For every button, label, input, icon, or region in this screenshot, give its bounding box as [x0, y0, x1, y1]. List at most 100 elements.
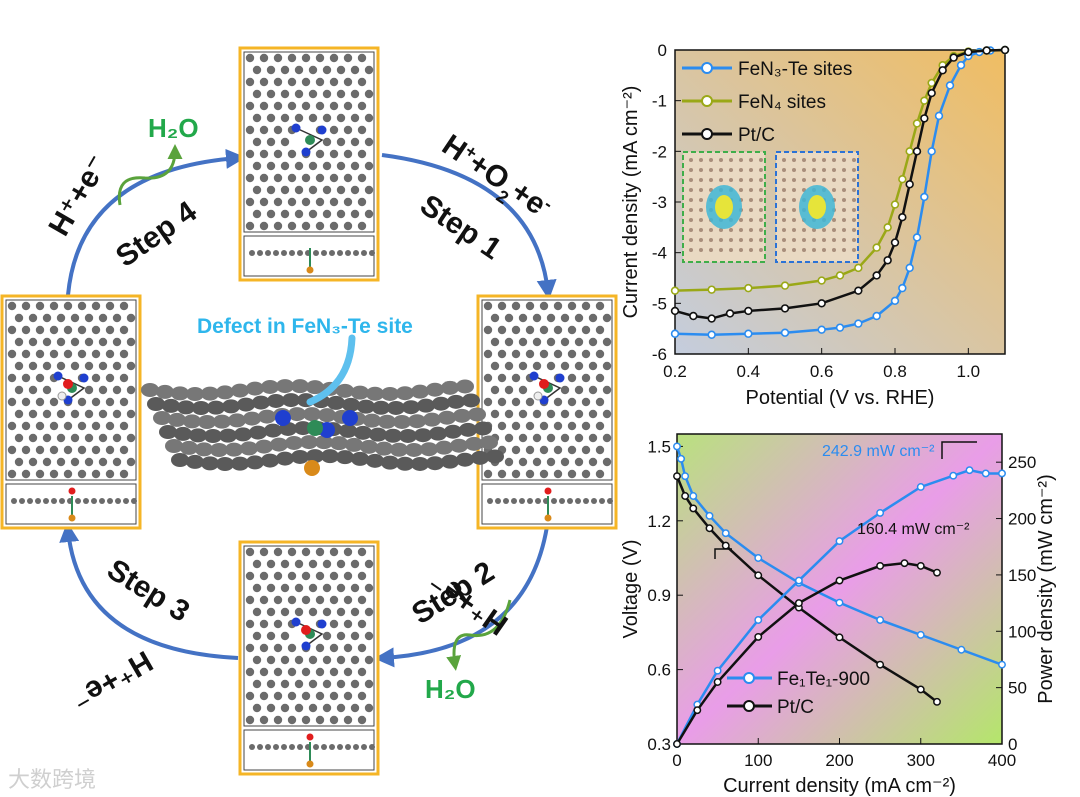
inset-lattice-dot [802, 228, 806, 232]
nitrogen-atom [301, 147, 311, 157]
carbon-atom [294, 185, 304, 195]
carbon-sphere [267, 393, 285, 408]
carbon-atom [315, 101, 325, 111]
data-point [1000, 45, 1010, 55]
data-point [933, 697, 941, 706]
carbon-atom [581, 325, 591, 335]
carbon-atom [308, 703, 318, 713]
carbon-atom [266, 583, 276, 593]
carbon-atom [336, 583, 346, 593]
carbon-atom [259, 53, 269, 63]
carbon-atom [525, 397, 535, 407]
data-point [998, 660, 1006, 669]
carbon-atom [259, 619, 269, 629]
carbon-atom [21, 421, 31, 431]
carbon-atom [56, 337, 66, 347]
data-point [817, 276, 826, 285]
tellurium-atom [306, 760, 314, 768]
data-point [927, 147, 936, 156]
inset-lattice-dot [759, 248, 763, 252]
inset-lattice-dot [822, 168, 826, 172]
carbon-sphere [288, 407, 306, 422]
carbon-sphere [321, 449, 339, 464]
carbon-atom [588, 361, 598, 371]
carbon-atom-side [527, 498, 533, 504]
carbon-atom [350, 209, 360, 219]
carbon-atom [273, 125, 283, 135]
inset-lattice-dot [822, 178, 826, 182]
carbon-atom-side [591, 498, 597, 504]
data-point [673, 442, 681, 451]
carbon-atom [357, 715, 367, 725]
inset-lattice-dot [842, 238, 846, 242]
data-point [754, 571, 763, 580]
carbon-atom [252, 607, 262, 617]
carbon-atom [497, 469, 507, 479]
carbon-sphere [393, 414, 411, 429]
carbon-sphere [186, 454, 204, 469]
carbon-atom [490, 361, 500, 371]
carbon-atom [357, 667, 367, 677]
carbon-atom [42, 457, 52, 467]
data-point [689, 311, 698, 321]
carbon-atom [280, 583, 290, 593]
carbon-atom [294, 655, 304, 665]
data-point [916, 685, 925, 694]
carbon-atom [329, 125, 339, 135]
defect-label: Defect in FeN₃-Te site [197, 315, 413, 338]
inset-lattice-dot [782, 228, 786, 232]
data-point [705, 511, 714, 520]
carbon-atom [357, 221, 367, 231]
carbon-sphere [432, 396, 450, 411]
carbon-atom [112, 433, 122, 443]
carbon-sphere [471, 450, 489, 465]
carbon-atom [287, 643, 297, 653]
carbon-atom [252, 631, 262, 641]
inset-lattice-dot [842, 228, 846, 232]
inset-lattice-dot [709, 168, 713, 172]
carbon-atom [343, 547, 353, 557]
carbon-atom [14, 409, 24, 419]
legend-label: Fe₁Te₁-900 [777, 669, 870, 690]
carbon-atom [511, 349, 521, 359]
carbon-atom [35, 397, 45, 407]
carbon-atom [525, 349, 535, 359]
carbon-atom [511, 325, 521, 335]
carbon-atom [280, 161, 290, 171]
carbon-atom [322, 137, 332, 147]
nitrogen-atom [317, 619, 327, 629]
carbon-sphere [249, 425, 267, 440]
carbon-atom [287, 595, 297, 605]
inset-lattice-dot [749, 188, 753, 192]
carbon-atom [21, 373, 31, 383]
carbon-atom [273, 53, 283, 63]
carbon-atom [357, 53, 367, 63]
carbon-atom [287, 691, 297, 701]
carbon-sphere [222, 399, 240, 414]
carbon-atom [322, 89, 332, 99]
carbon-sphere [291, 379, 309, 394]
carbon-atom-side [329, 744, 335, 750]
carbon-atom [301, 667, 311, 677]
series-line [675, 561, 938, 745]
inset-lattice-dot [792, 158, 796, 162]
inset-lattice-dot [689, 198, 693, 202]
carbon-atom [518, 361, 528, 371]
carbon-atom [581, 397, 591, 407]
carbon-atom-side [59, 498, 65, 504]
carbon-atom [266, 631, 276, 641]
carbon-atom [252, 113, 262, 123]
carbon-atom-side [131, 498, 137, 504]
carbon-atom [280, 703, 290, 713]
carbon-atom [336, 209, 346, 219]
carbon-atom [7, 421, 17, 431]
data-point [872, 243, 881, 252]
y-tick-label: -6 [652, 345, 667, 364]
carbon-atom [28, 409, 38, 419]
carbon-atom [35, 469, 45, 479]
carbon-atom [287, 77, 297, 87]
carbon-atom [567, 421, 577, 431]
inset-lattice-dot [759, 238, 763, 242]
carbon-atom [343, 619, 353, 629]
carbon-sphere [171, 453, 189, 467]
